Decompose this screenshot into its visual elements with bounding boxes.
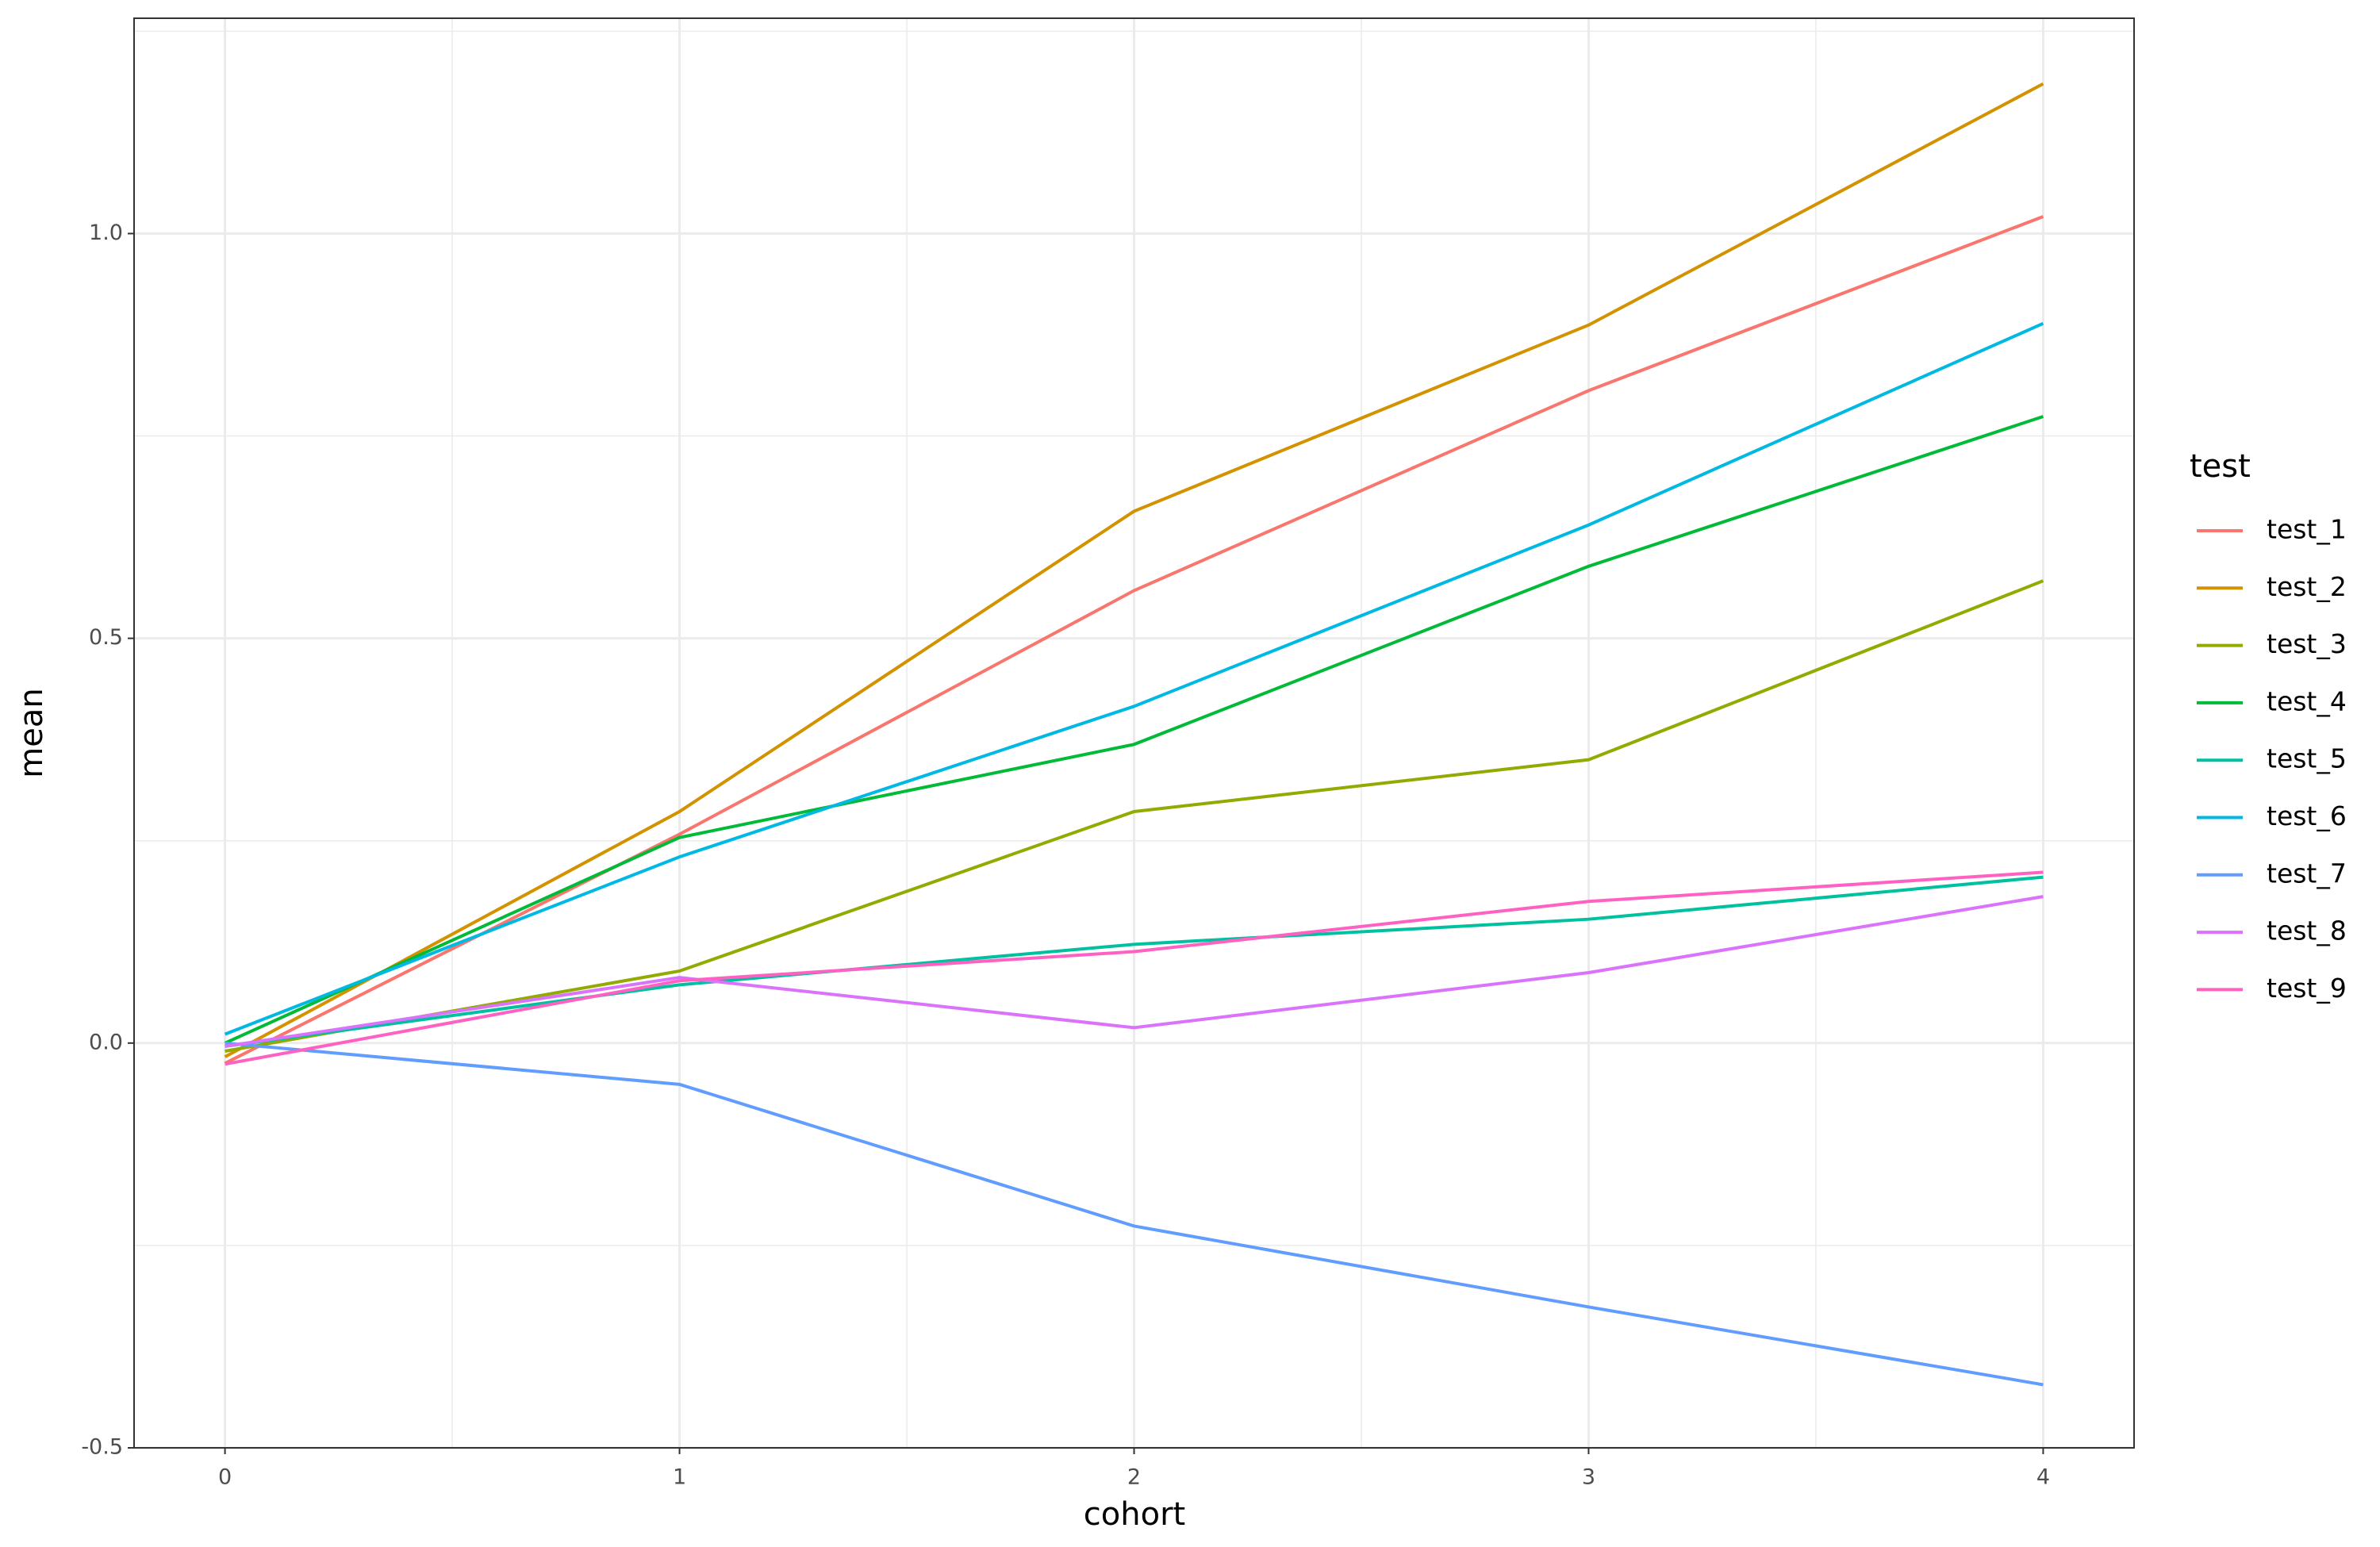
series-line bbox=[225, 1041, 2044, 1387]
legend-label: test_5 bbox=[2267, 743, 2347, 774]
panel-border bbox=[133, 17, 2135, 1449]
y-tick-label: -0.5 bbox=[81, 1435, 123, 1460]
series-line bbox=[224, 82, 2044, 1058]
series-line bbox=[225, 895, 2044, 1048]
y-tick-label: 1.0 bbox=[89, 221, 123, 245]
y-tick-label: 0.5 bbox=[89, 625, 123, 650]
x-tick-label: 0 bbox=[218, 1465, 232, 1490]
x-axis-title: cohort bbox=[1084, 1496, 1185, 1533]
legend-label: test_2 bbox=[2267, 571, 2347, 602]
legend-label: test_1 bbox=[2267, 514, 2347, 545]
series-line bbox=[224, 415, 2044, 1045]
legend-label: test_4 bbox=[2267, 685, 2347, 716]
series-line bbox=[225, 579, 2044, 1053]
x-tick-label: 1 bbox=[673, 1465, 686, 1490]
y-axis-title: mean bbox=[13, 688, 50, 777]
legend-label: test_8 bbox=[2267, 916, 2347, 946]
x-tick-label: 2 bbox=[1127, 1465, 1141, 1490]
y-tick-label: 0.0 bbox=[89, 1030, 123, 1054]
legend-label: test_3 bbox=[2267, 628, 2347, 659]
x-tick-label: 3 bbox=[1582, 1465, 1595, 1490]
legend-label: test_7 bbox=[2267, 858, 2347, 889]
series-line bbox=[224, 321, 2044, 1036]
series-line bbox=[225, 870, 2044, 1066]
legend-title: test bbox=[2190, 448, 2251, 485]
legend-label: test_6 bbox=[2267, 800, 2347, 831]
x-tick-label: 4 bbox=[2036, 1465, 2050, 1490]
series-line bbox=[225, 875, 2044, 1048]
series-line bbox=[224, 215, 2044, 1065]
legend-label: test_9 bbox=[2267, 973, 2347, 1004]
